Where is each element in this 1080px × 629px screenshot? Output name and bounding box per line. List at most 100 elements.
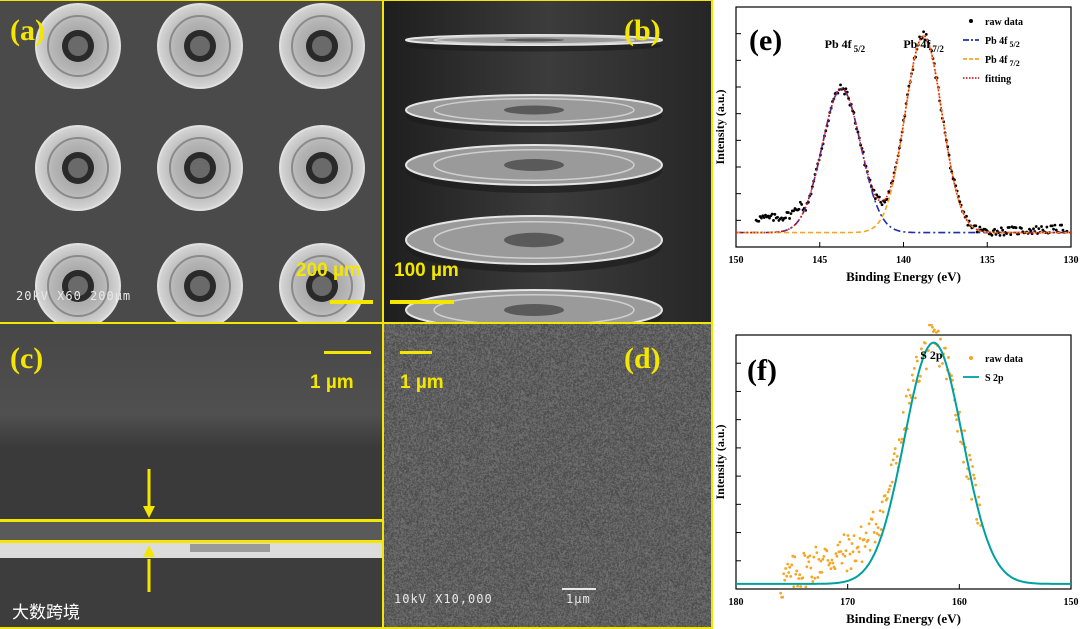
disk-core [312,158,332,178]
raw-data-point [794,572,798,576]
disk-core [68,158,88,178]
x-axis-label: Binding Energy (eV) [846,611,961,626]
raw-data-point [897,438,901,442]
raw-data-point [914,355,918,359]
raw-data-point [1001,228,1005,232]
raw-data-point [849,567,853,570]
raw-data-point [840,561,844,565]
raw-data-point [894,461,898,465]
raw-data-point [782,572,786,576]
raw-data-point [868,548,872,552]
raw-data-point [889,463,893,467]
disk-core [190,158,210,178]
raw-data-point [906,388,910,392]
disk-ring [169,255,231,317]
raw-data-point [805,565,809,569]
raw-data-point [796,584,800,588]
raw-data-point [1002,233,1006,237]
raw-data-point [970,497,974,501]
chart-e-svg: 150 145 140 135 130 Binding Energy (eV) Intens… [713,6,1079,284]
raw-data-point [965,475,968,479]
raw-data-point [820,570,824,574]
raw-data-point [904,394,908,398]
raw-data-point [878,509,882,513]
raw-data-point [866,538,870,542]
raw-data-point [955,418,958,422]
disk-ring [433,35,635,45]
raw-data-point [931,325,934,329]
panel-c-lower-line [0,540,383,543]
raw-data-point [833,567,837,571]
raw-data-point [780,216,783,220]
raw-data-point [857,550,861,554]
disk-ring [291,255,353,317]
raw-data-point [834,552,838,555]
raw-data-point [876,526,880,530]
legend-label: raw data [985,17,1023,28]
raw-data-point [1053,223,1057,227]
panel-c-upper-line [0,519,383,522]
panel-d-sem-info: 10kV X10,000 [394,592,493,606]
panel-c-scale-text: 1 µm [310,372,354,393]
raw-data-point [974,483,978,487]
raw-data-point [895,454,899,458]
raw-data-point [883,494,887,498]
panel-a-sem-info: 20kV X60 200µm [16,289,132,303]
disk-ring [47,15,109,77]
raw-data-point [835,554,839,558]
raw-data-point [830,558,834,562]
raw-data-point [792,209,796,213]
x-tick-label: 140 [896,255,911,266]
raw-data-point [950,374,953,378]
raw-data-point [1060,223,1064,227]
raw-data-point [962,460,965,464]
raw-data-point [851,550,855,554]
x-tick-label: 150 [1064,597,1079,608]
raw-data-point [812,555,816,559]
raw-data-point [1020,226,1023,230]
raw-data-point [994,232,998,236]
panel-c: (c) 1 µm [0,324,383,629]
raw-data-point [785,574,789,578]
raw-data-point [923,38,927,42]
raw-data-point [891,458,895,462]
panel-c-label: (c) [10,342,44,375]
raw-data-point [913,396,917,400]
raw-data-point [1032,227,1035,231]
panel-a: (a) 20kV X60 200µm [0,0,383,322]
x-tick-label: 180 [729,597,744,608]
panel-d-scale-bar [400,351,432,354]
raw-data-point [887,487,891,491]
disk-core [312,276,332,296]
raw-data-point [915,359,919,363]
raw-data-point [900,437,904,441]
raw-data-point [841,87,845,91]
raw-data-point [847,537,851,541]
y-axis-label: Intensity (a.u.) [713,424,727,499]
raw-data-point [927,349,930,352]
disk-center [504,304,564,316]
raw-data-point [781,595,785,599]
raw-data-point [797,577,801,580]
raw-data-point [850,542,854,545]
raw-data-point [815,551,819,555]
chart-f-label: (f) [747,354,777,387]
raw-data-point [784,567,788,570]
raw-data-point [971,465,975,468]
raw-data-point [890,480,894,484]
raw-data-point [838,540,842,544]
raw-data-point [800,203,804,206]
raw-data-point [793,555,797,559]
raw-data-point [821,557,825,561]
raw-data-point [924,32,928,36]
raw-data-point [842,533,846,536]
raw-data-point [1054,228,1058,232]
raw-data-point [1052,227,1055,231]
frame-h [0,322,712,324]
raw-data-point [919,347,923,351]
panel-d-label: (d) [624,342,661,375]
raw-data-point [999,226,1003,230]
disk-ring [433,294,635,322]
raw-data-point [967,477,971,481]
legend-label: fitting [985,74,1011,85]
